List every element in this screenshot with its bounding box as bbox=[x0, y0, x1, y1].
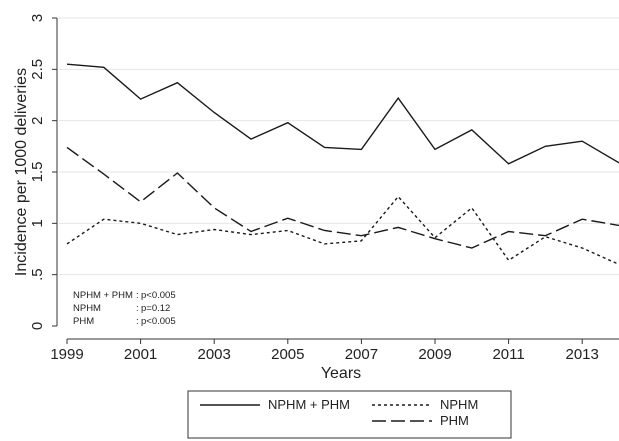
x-tick-label-0: 1999 bbox=[50, 346, 83, 363]
y-axis: 0 .5 1 1.5 2 2.5 3 bbox=[29, 14, 58, 330]
x-axis-title: Years bbox=[321, 365, 361, 382]
x-tick-label-7: 2013 bbox=[566, 346, 599, 363]
series-line-nphm bbox=[66, 195, 619, 266]
annotation-label-2: PHM bbox=[73, 316, 94, 327]
x-tick-label-4: 2007 bbox=[345, 346, 378, 363]
legend-label-1: NPHM bbox=[440, 397, 478, 412]
annotation-value-2: p<0.005 bbox=[141, 316, 176, 327]
annotation-value-0: p<0.005 bbox=[141, 290, 176, 301]
y-tick-label-5: 2.5 bbox=[29, 59, 46, 80]
annotation-sep-2: : bbox=[136, 316, 139, 327]
x-tick-label-2: 2003 bbox=[198, 346, 231, 363]
y-axis-title: Incidence per 1000 deliveries bbox=[13, 68, 30, 276]
legend-label-0: NPHM + PHM bbox=[268, 397, 350, 412]
series-line-phm bbox=[66, 146, 619, 249]
y-tick-label-2: 1 bbox=[29, 219, 46, 227]
annotation-label-1: NPHM bbox=[73, 303, 101, 314]
x-tick-label-5: 2009 bbox=[418, 346, 451, 363]
series-group bbox=[66, 63, 619, 266]
annotation-sep-0: : bbox=[136, 290, 139, 301]
gridlines bbox=[59, 17, 619, 276]
y-tick-label-6: 3 bbox=[29, 14, 46, 22]
x-tick-label-1: 2001 bbox=[124, 346, 157, 363]
annotation-sep-1: : bbox=[136, 303, 139, 314]
x-tick-label-6: 2011 bbox=[492, 346, 524, 363]
y-tick-label-3: 1.5 bbox=[29, 162, 46, 183]
x-axis: 1999 2001 2003 2005 2007 2009 2011 2013 bbox=[50, 338, 619, 363]
y-tick-label-1: .5 bbox=[29, 268, 46, 281]
series-line-nphm-phm bbox=[66, 63, 619, 165]
annotation-label-0: NPHM + PHM bbox=[73, 290, 133, 301]
annotation-value-1: p=0.12 bbox=[141, 303, 170, 314]
legend-label-2: PHM bbox=[440, 413, 469, 428]
legend-box bbox=[187, 390, 512, 439]
y-tick-label-4: 2 bbox=[29, 116, 46, 124]
y-tick-label-0: 0 bbox=[29, 322, 46, 330]
x-tick-label-3: 2005 bbox=[271, 346, 304, 363]
